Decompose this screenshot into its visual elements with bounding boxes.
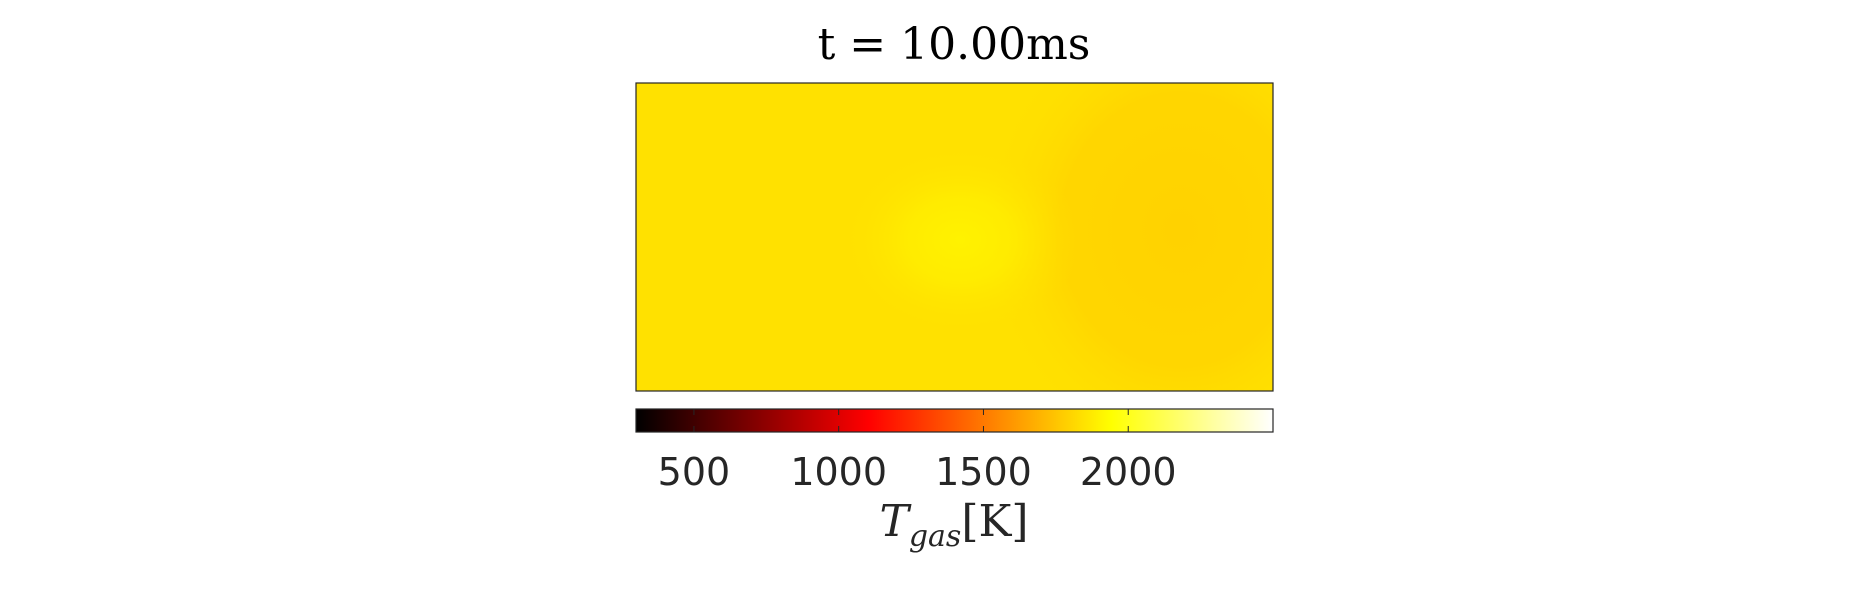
colorbar-tick-label: 1500 xyxy=(935,450,1032,494)
colorbar-frame xyxy=(635,408,1274,433)
colorbar-label-sub: gas xyxy=(909,519,962,554)
colorbar-tick-label: 500 xyxy=(658,450,731,494)
colorbar: 500 1000 1500 2000 xyxy=(635,408,1274,494)
heatmap-right-region xyxy=(980,83,1273,391)
colorbar-label-main: T xyxy=(879,496,912,547)
colorbar-label: Tgas[K] xyxy=(879,496,1028,554)
colorbar-gradient xyxy=(636,409,1273,432)
colorbar-tick-label: 2000 xyxy=(1080,450,1177,494)
heatmap-hotspot xyxy=(840,145,1080,335)
colorbar-label-unit: [K] xyxy=(961,496,1028,547)
heatmap-field xyxy=(636,83,1273,391)
chart-title: t = 10.00ms xyxy=(818,19,1091,70)
colorbar-ticks: 500 1000 1500 2000 xyxy=(658,409,1177,494)
colorbar-tick-label: 1000 xyxy=(790,450,887,494)
plot-frame xyxy=(635,82,1274,392)
